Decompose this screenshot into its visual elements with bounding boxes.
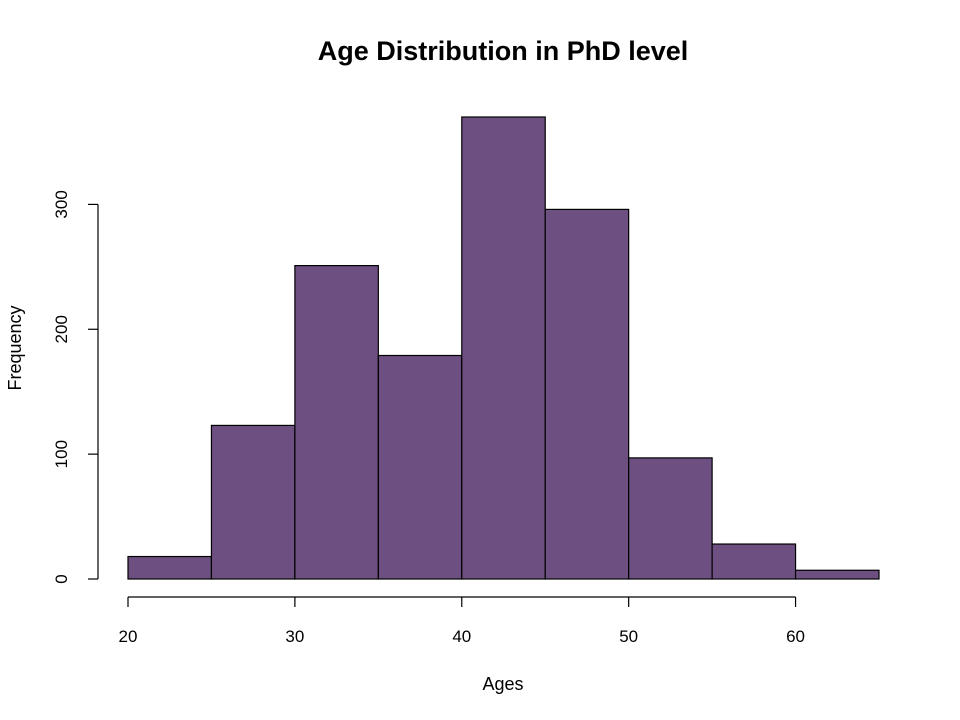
x-tick-label-30: 30 (285, 627, 304, 646)
x-axis-label: Ages (482, 674, 523, 694)
y-tick-label-200: 200 (52, 315, 71, 343)
chart-title: Age Distribution in PhD level (318, 36, 689, 66)
y-axis: 0 100 200 300 (52, 190, 99, 584)
histogram-bar-60-65 (794, 569, 880, 580)
histogram-bar-25-30 (210, 424, 296, 580)
x-tick-label-20: 20 (119, 627, 138, 646)
histogram-bar-50-55 (628, 457, 713, 580)
x-tick-label-60: 60 (786, 627, 805, 646)
y-tick-label-0: 0 (52, 574, 71, 583)
y-tick-label-300: 300 (52, 190, 71, 218)
histogram-bar-55-60 (711, 543, 797, 580)
x-axis: 20 30 40 50 60 (119, 596, 805, 646)
histogram-bar-20-25 (127, 555, 213, 580)
bars-group (127, 116, 880, 580)
histogram-bar-35-40 (377, 354, 463, 580)
x-tick-label-50: 50 (619, 627, 638, 646)
x-tick-label-40: 40 (452, 627, 471, 646)
y-axis-label: Frequency (5, 305, 25, 390)
histogram-bar-40-45 (461, 116, 546, 580)
histogram-bar-45-50 (544, 208, 630, 580)
histogram-bar-30-35 (294, 264, 379, 580)
y-tick-label-100: 100 (52, 440, 71, 468)
